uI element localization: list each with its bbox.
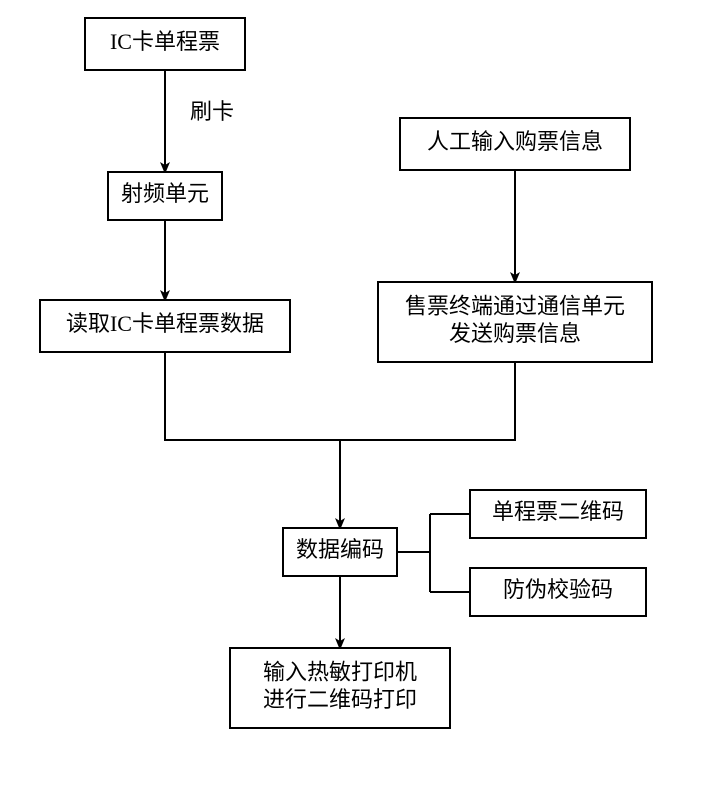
edge-labels-layer: 刷卡 (190, 99, 234, 124)
node-n2: 射频单元 (108, 172, 222, 220)
node-n1: IC卡单程票 (85, 18, 245, 70)
node-label-n8-line0: 防伪校验码 (503, 577, 613, 602)
node-n5: 售票终端通过通信单元发送购票信息 (378, 282, 652, 362)
node-n8: 防伪校验码 (470, 568, 646, 616)
node-label-n2-line0: 射频单元 (121, 181, 209, 206)
node-label-n1-line0: IC卡单程票 (110, 29, 220, 54)
node-n7: 单程票二维码 (470, 490, 646, 538)
node-label-n5-line0: 售票终端通过通信单元 (405, 293, 625, 318)
node-label-n5-line1: 发送购票信息 (449, 321, 581, 346)
edge-n3-merge (165, 352, 340, 440)
node-label-n9-line0: 输入热敏打印机 (263, 659, 417, 684)
edge-n5-merge (340, 362, 515, 440)
node-label-n4-line0: 人工输入购票信息 (427, 129, 603, 154)
node-n4: 人工输入购票信息 (400, 118, 630, 170)
nodes-layer: IC卡单程票射频单元读取IC卡单程票数据人工输入购票信息售票终端通过通信单元发送… (40, 18, 652, 728)
node-label-n9-line1: 进行二维码打印 (263, 687, 417, 712)
flowchart-diagram: IC卡单程票射频单元读取IC卡单程票数据人工输入购票信息售票终端通过通信单元发送… (0, 0, 716, 791)
node-label-n6-line0: 数据编码 (296, 537, 384, 562)
node-n6: 数据编码 (283, 528, 397, 576)
node-label-n3-line0: 读取IC卡单程票数据 (66, 311, 264, 336)
edge-label-0: 刷卡 (190, 99, 234, 124)
node-n3: 读取IC卡单程票数据 (40, 300, 290, 352)
node-label-n7-line0: 单程票二维码 (492, 499, 624, 524)
node-n9: 输入热敏打印机进行二维码打印 (230, 648, 450, 728)
